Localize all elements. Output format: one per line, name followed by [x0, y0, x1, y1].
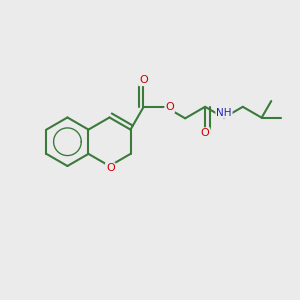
Text: O: O — [165, 102, 174, 112]
Text: O: O — [201, 128, 209, 138]
Text: NH: NH — [216, 108, 232, 118]
Text: O: O — [139, 75, 148, 85]
Text: O: O — [106, 163, 115, 173]
